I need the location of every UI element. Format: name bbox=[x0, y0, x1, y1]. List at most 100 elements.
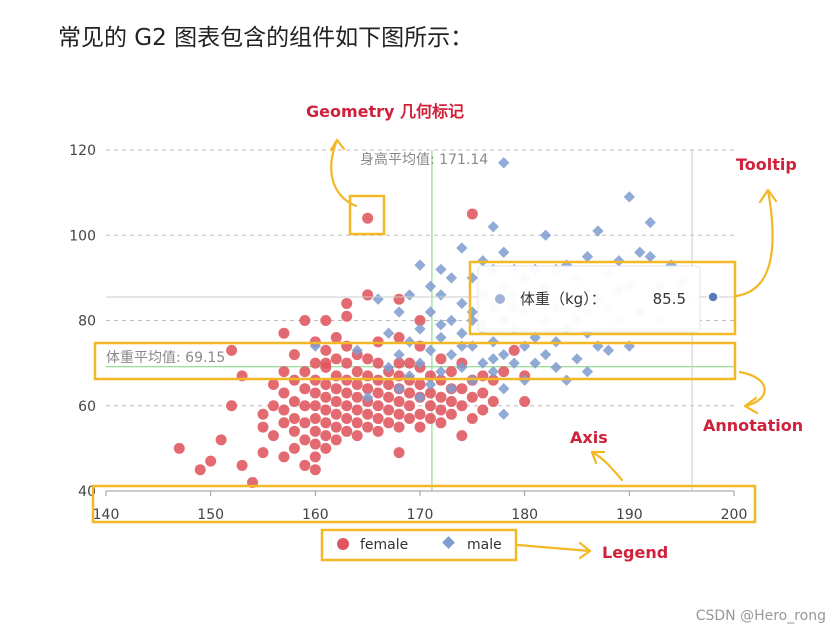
male-point[interactable] bbox=[414, 323, 426, 335]
female-point[interactable] bbox=[414, 378, 426, 390]
male-point[interactable] bbox=[435, 331, 447, 344]
male-point[interactable] bbox=[508, 357, 520, 369]
female-point[interactable] bbox=[341, 310, 353, 322]
female-point[interactable] bbox=[498, 366, 510, 378]
female-point[interactable] bbox=[372, 413, 384, 425]
female-point[interactable] bbox=[466, 208, 478, 220]
female-point[interactable] bbox=[278, 417, 290, 429]
female-point[interactable] bbox=[466, 391, 478, 403]
male-point[interactable] bbox=[634, 246, 646, 258]
female-point[interactable] bbox=[341, 357, 353, 369]
female-point[interactable] bbox=[299, 315, 311, 326]
male-point[interactable] bbox=[382, 327, 395, 339]
female-point[interactable] bbox=[341, 413, 353, 425]
female-point[interactable] bbox=[445, 366, 457, 378]
female-point[interactable] bbox=[288, 395, 300, 407]
male-point[interactable] bbox=[498, 408, 510, 420]
female-point[interactable] bbox=[288, 442, 300, 454]
female-point[interactable] bbox=[309, 438, 321, 450]
female-point[interactable] bbox=[414, 315, 426, 326]
male-point[interactable] bbox=[592, 225, 604, 237]
male-point[interactable] bbox=[539, 348, 552, 361]
legend-male-marker[interactable] bbox=[442, 536, 455, 549]
female-point[interactable] bbox=[330, 434, 342, 446]
female-point[interactable] bbox=[226, 400, 238, 412]
female-point[interactable] bbox=[393, 395, 405, 407]
male-point[interactable] bbox=[466, 272, 478, 284]
female-point[interactable] bbox=[267, 430, 279, 442]
female-point[interactable] bbox=[330, 353, 342, 365]
tooltip-active-point[interactable] bbox=[707, 291, 719, 303]
legend-female-marker[interactable] bbox=[337, 538, 349, 550]
male-point[interactable] bbox=[372, 293, 384, 305]
male-point[interactable] bbox=[435, 365, 447, 378]
male-point[interactable] bbox=[424, 306, 437, 318]
female-point[interactable] bbox=[299, 417, 311, 429]
female-point[interactable] bbox=[383, 378, 395, 390]
female-point[interactable] bbox=[299, 400, 311, 412]
female-point[interactable] bbox=[330, 421, 342, 433]
female-point[interactable] bbox=[309, 451, 321, 463]
female-point[interactable] bbox=[445, 395, 457, 407]
female-point[interactable] bbox=[341, 425, 353, 437]
female-point[interactable] bbox=[299, 366, 311, 378]
female-point[interactable] bbox=[435, 391, 447, 403]
female-point[interactable] bbox=[309, 400, 321, 412]
female-point[interactable] bbox=[257, 447, 269, 459]
female-point[interactable] bbox=[456, 400, 468, 412]
female-point[interactable] bbox=[309, 464, 321, 476]
female-point[interactable] bbox=[456, 430, 468, 442]
female-point[interactable] bbox=[372, 400, 384, 412]
female-point[interactable] bbox=[487, 395, 499, 407]
female-point[interactable] bbox=[393, 332, 405, 344]
female-point[interactable] bbox=[309, 387, 321, 399]
male-point[interactable] bbox=[414, 391, 426, 403]
male-point[interactable] bbox=[414, 357, 426, 369]
female-point[interactable] bbox=[477, 387, 489, 399]
male-point[interactable] bbox=[498, 348, 510, 361]
female-point[interactable] bbox=[362, 212, 374, 224]
male-point[interactable] bbox=[487, 221, 499, 233]
female-point[interactable] bbox=[404, 357, 416, 369]
female-point[interactable] bbox=[341, 400, 353, 412]
male-point[interactable] bbox=[644, 250, 656, 263]
female-point[interactable] bbox=[320, 442, 332, 454]
male-point[interactable] bbox=[393, 306, 405, 318]
female-point[interactable] bbox=[226, 344, 238, 356]
female-point[interactable] bbox=[362, 289, 374, 301]
male-point[interactable] bbox=[487, 353, 499, 365]
female-point[interactable] bbox=[351, 391, 363, 403]
female-point[interactable] bbox=[477, 404, 489, 416]
male-point[interactable] bbox=[581, 365, 594, 378]
female-point[interactable] bbox=[362, 383, 374, 395]
female-point[interactable] bbox=[320, 404, 332, 416]
female-point[interactable] bbox=[236, 459, 248, 471]
male-point[interactable] bbox=[456, 327, 468, 339]
male-point[interactable] bbox=[445, 314, 458, 327]
male-point[interactable] bbox=[424, 280, 437, 293]
female-point[interactable] bbox=[351, 366, 363, 378]
female-point[interactable] bbox=[309, 413, 321, 425]
female-point[interactable] bbox=[309, 425, 321, 437]
female-point[interactable] bbox=[257, 408, 269, 420]
female-point[interactable] bbox=[320, 357, 332, 369]
male-point[interactable] bbox=[539, 229, 552, 241]
female-point[interactable] bbox=[215, 434, 227, 446]
female-point[interactable] bbox=[435, 353, 447, 365]
female-point[interactable] bbox=[383, 417, 395, 429]
male-point[interactable] bbox=[393, 348, 405, 361]
female-point[interactable] bbox=[393, 408, 405, 420]
female-point[interactable] bbox=[362, 421, 374, 433]
male-point[interactable] bbox=[456, 242, 468, 254]
female-point[interactable] bbox=[435, 404, 447, 416]
male-point[interactable] bbox=[529, 357, 541, 369]
male-point[interactable] bbox=[477, 357, 489, 369]
male-point[interactable] bbox=[393, 383, 405, 395]
female-point[interactable] bbox=[288, 413, 300, 425]
female-point[interactable] bbox=[330, 408, 342, 420]
male-point[interactable] bbox=[466, 314, 478, 327]
male-point[interactable] bbox=[414, 259, 426, 271]
female-point[interactable] bbox=[383, 391, 395, 403]
male-point[interactable] bbox=[424, 378, 437, 391]
female-point[interactable] bbox=[320, 430, 332, 442]
